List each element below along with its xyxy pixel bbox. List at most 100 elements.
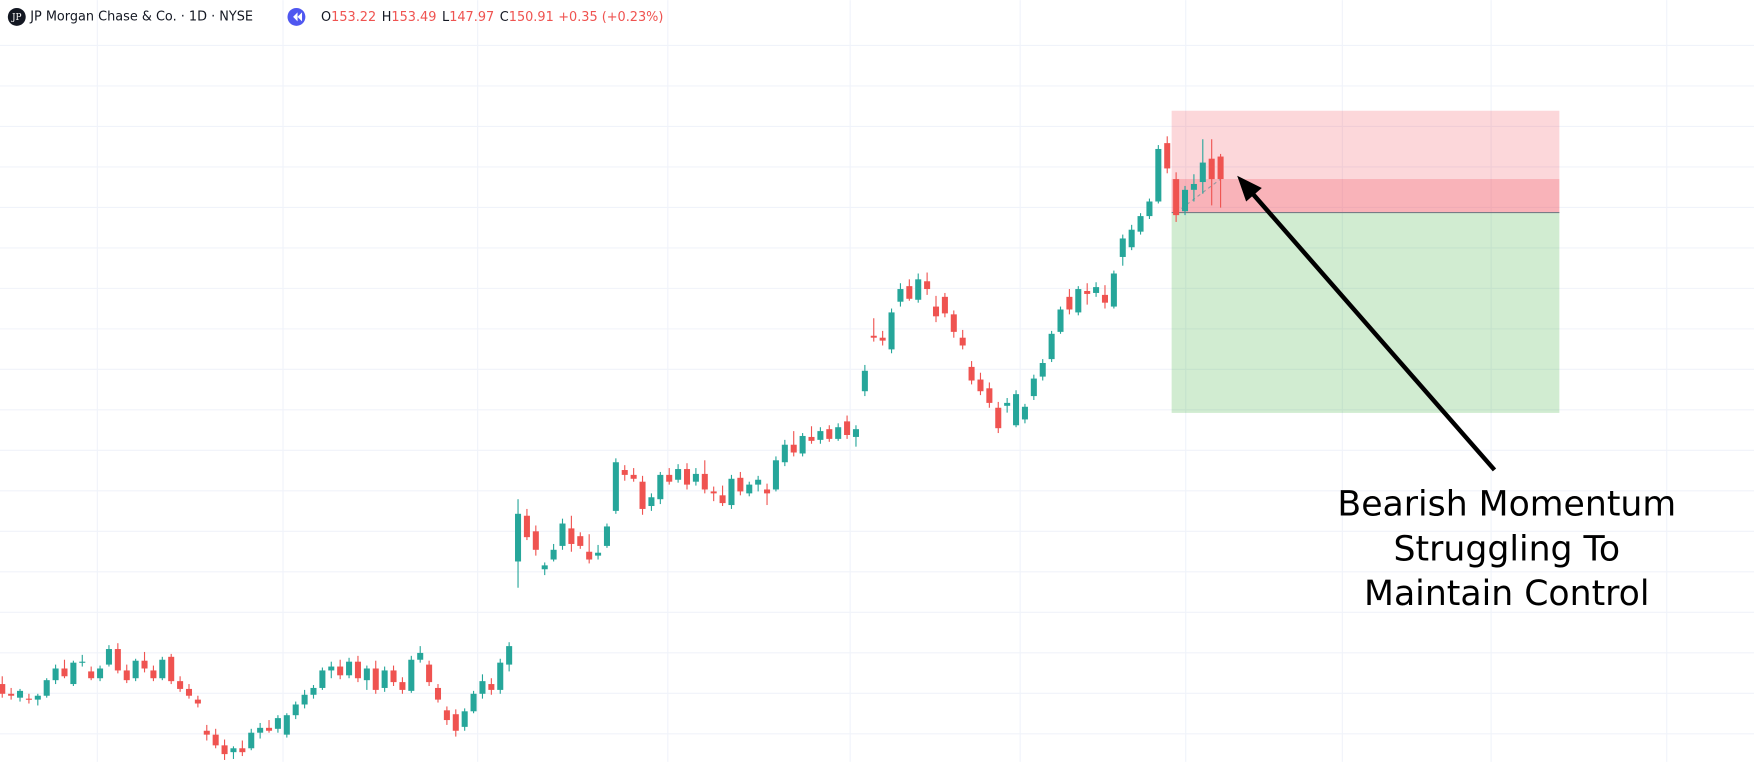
arrow-shaft	[1248, 189, 1497, 472]
candle-body	[1093, 287, 1100, 293]
candle-body	[683, 469, 691, 485]
candle-body	[1075, 289, 1082, 313]
candle-body	[577, 536, 584, 546]
candle-body	[1164, 143, 1171, 169]
candle-body	[603, 526, 610, 546]
candle-body	[657, 474, 664, 500]
candle-body	[194, 699, 201, 704]
candle-body	[61, 668, 68, 677]
candle-body	[861, 370, 868, 392]
candle-body	[1084, 291, 1091, 294]
candle-body	[1155, 148, 1162, 202]
candle-body	[799, 435, 806, 454]
candle-body	[34, 695, 41, 700]
candles	[0, 136, 1224, 760]
candle-body	[710, 491, 717, 494]
candle-body	[701, 473, 708, 490]
candle-body	[283, 715, 290, 735]
candle-body	[648, 497, 655, 507]
candle-body	[764, 489, 771, 494]
candle-body	[390, 670, 397, 683]
candle-body	[479, 681, 486, 694]
candle-body	[737, 477, 744, 492]
candle-body	[932, 306, 940, 317]
candle-body	[532, 531, 539, 550]
candle-body	[897, 289, 904, 302]
ohlc-value: 147.97	[449, 9, 494, 24]
candle-body	[692, 473, 699, 482]
candle-body	[826, 429, 833, 439]
candle-body	[114, 649, 121, 671]
candle-body	[221, 745, 228, 755]
annotation-text: Struggling To	[1394, 529, 1621, 569]
candle-body	[488, 684, 495, 690]
candle-body	[675, 469, 682, 480]
candle-body	[8, 693, 15, 696]
candle-body	[443, 710, 450, 721]
candle-body	[17, 690, 24, 698]
candle-body	[0, 684, 6, 694]
annotation-arrow	[1237, 175, 1497, 472]
candle-body	[257, 727, 264, 733]
candle-body	[461, 711, 468, 727]
candle-body	[1110, 273, 1117, 307]
candle-body	[1190, 183, 1197, 190]
candle-body	[986, 388, 993, 403]
candle-body	[1030, 378, 1037, 397]
arrow-head	[1237, 175, 1262, 202]
candle-body	[639, 481, 646, 509]
candle-body	[1021, 406, 1028, 420]
stop-zone	[1171, 110, 1560, 213]
symbol-title: JP Morgan Chase & Co. · 1D · NYSE	[29, 9, 253, 24]
price-change: +0.35 (+0.23%)	[558, 9, 663, 24]
candle-body	[123, 670, 130, 681]
ohlc-label: H	[382, 9, 392, 24]
candle-body	[239, 748, 246, 753]
ohlc-value: 150.91	[509, 9, 554, 24]
candle-body	[559, 523, 566, 546]
candle-body	[497, 662, 504, 690]
candle-body	[817, 431, 824, 440]
candle-body	[141, 660, 148, 669]
candle-body	[248, 732, 255, 749]
candle-body	[185, 688, 193, 696]
open-loss-zone	[1171, 179, 1560, 213]
candle-body	[372, 668, 379, 690]
candle-body	[470, 693, 477, 712]
candle-body	[630, 474, 637, 479]
candle-body	[1217, 156, 1224, 180]
ohlc-value: 153.22	[331, 9, 376, 24]
candle-body	[515, 513, 522, 562]
candle-body	[212, 734, 219, 746]
candle-body	[808, 436, 815, 441]
candle-body	[399, 682, 406, 690]
candle-body	[621, 470, 628, 475]
candle-body	[97, 668, 104, 679]
candle-body	[132, 660, 139, 679]
candle-body	[1101, 294, 1108, 303]
candle-body	[310, 687, 317, 695]
annotation-text: Bearish Momentum	[1337, 485, 1676, 525]
candle-body	[266, 727, 273, 731]
candle-body	[772, 460, 779, 490]
candle-body	[1173, 179, 1180, 216]
candle-body	[977, 379, 984, 392]
candle-body	[363, 668, 370, 681]
candle-body	[506, 646, 513, 665]
candle-body	[746, 484, 753, 494]
candle-body	[168, 656, 175, 682]
candle-body	[995, 407, 1002, 429]
candle-body	[159, 659, 166, 679]
position-tool	[1171, 110, 1560, 413]
candle-body	[870, 335, 877, 338]
candle-body	[666, 474, 673, 482]
candle-body	[568, 528, 575, 544]
candle-body	[1066, 296, 1073, 310]
candle-body	[790, 444, 797, 453]
candle-body	[203, 730, 210, 735]
candle-body	[844, 421, 851, 435]
annotation-text: Maintain Control	[1364, 574, 1649, 614]
